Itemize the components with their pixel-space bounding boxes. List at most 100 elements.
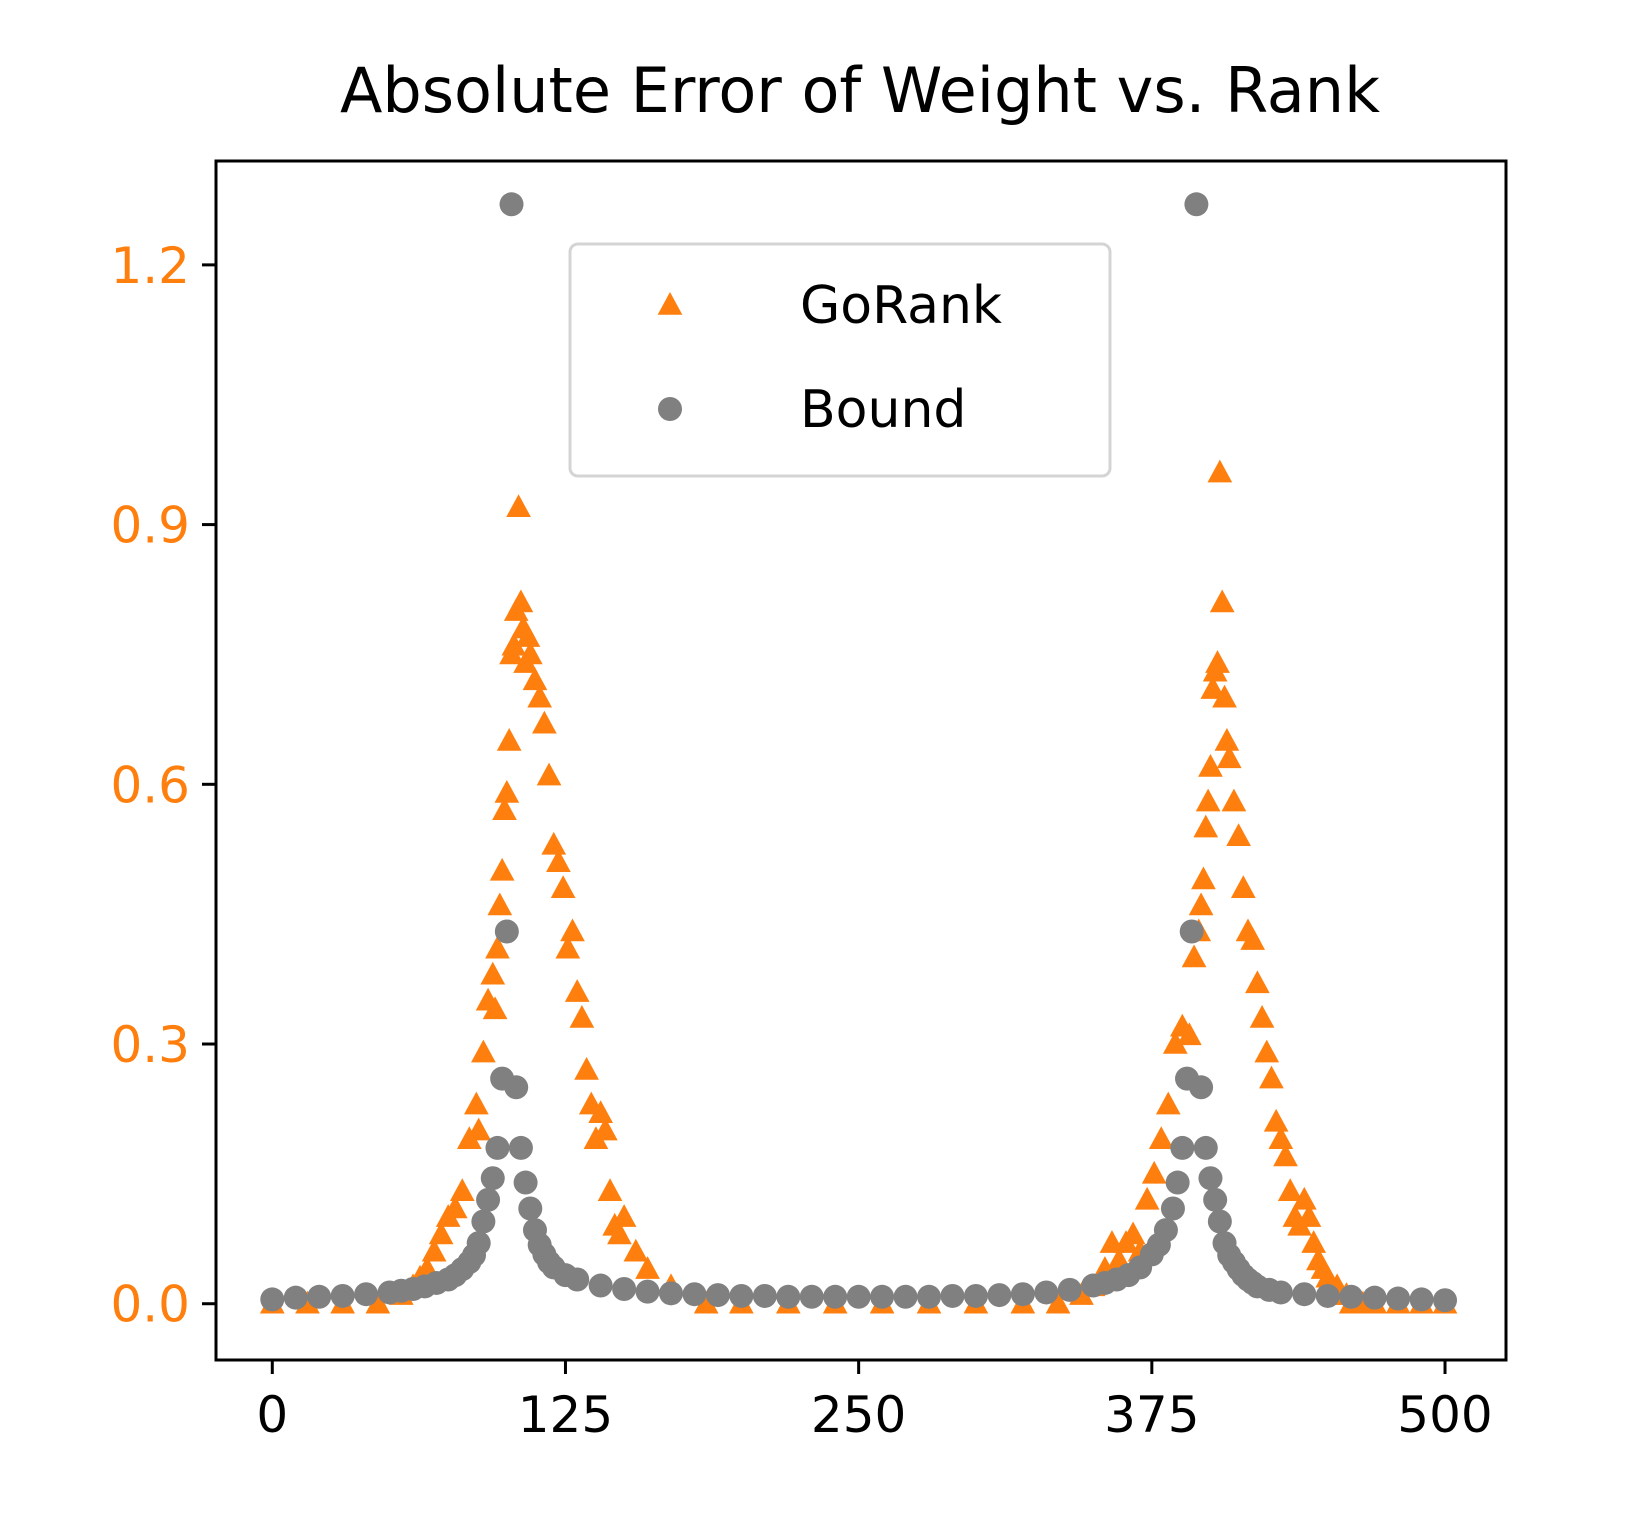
chart-title: Absolute Error of Weight vs. Rank xyxy=(340,54,1380,127)
gorank-point xyxy=(1240,927,1266,950)
bound-point xyxy=(1010,1282,1035,1307)
gorank-point xyxy=(1195,788,1221,812)
y-tick-label: 0.0 xyxy=(110,1276,190,1334)
bound-point xyxy=(480,1166,505,1191)
gorank-point xyxy=(1230,875,1256,898)
gorank-point xyxy=(1273,1143,1298,1167)
gorank-point xyxy=(555,935,581,959)
bound-point xyxy=(1207,1209,1232,1234)
gorank-point xyxy=(635,1256,660,1279)
bound-point xyxy=(893,1284,918,1309)
bound-point xyxy=(705,1283,730,1308)
gorank-point xyxy=(1181,944,1207,968)
gorank-point xyxy=(597,1178,623,1201)
gorank-point xyxy=(508,589,534,613)
x-tick-label: 500 xyxy=(1397,1386,1492,1444)
y-tick-label: 1.2 xyxy=(110,237,190,295)
bound-point xyxy=(476,1187,501,1212)
gorank-point xyxy=(574,1056,599,1080)
bound-point xyxy=(612,1277,637,1302)
bound-point xyxy=(752,1283,777,1308)
gorank-point xyxy=(1155,1091,1181,1115)
bound-point xyxy=(940,1283,965,1308)
gorank-point xyxy=(1221,788,1247,812)
bound-point xyxy=(917,1284,942,1309)
bound-point xyxy=(1292,1282,1317,1307)
bound-point xyxy=(987,1283,1012,1308)
bound-point xyxy=(1179,919,1204,944)
gorank-point xyxy=(1209,589,1235,613)
bound-point xyxy=(565,1267,590,1292)
gorank-point xyxy=(487,892,513,916)
legend-label: Bound xyxy=(800,380,966,440)
gorank-point xyxy=(611,1204,637,1227)
gorank-point xyxy=(449,1178,475,1201)
gorank-point xyxy=(1148,1126,1174,1149)
bound-point xyxy=(1057,1277,1082,1302)
bound-point xyxy=(1189,1075,1214,1100)
bound-point xyxy=(513,1170,538,1195)
gorank-point xyxy=(569,1005,595,1028)
gorank-point xyxy=(1193,814,1219,838)
bound-point xyxy=(588,1273,613,1298)
gorank-point xyxy=(1207,459,1233,483)
gorank-point xyxy=(1134,1186,1160,1210)
gorank-point xyxy=(522,667,548,691)
gorank-point xyxy=(1226,823,1251,846)
gorank-point xyxy=(1200,676,1226,699)
gorank-point xyxy=(541,831,567,855)
bound-point xyxy=(1339,1284,1364,1309)
legend-bound-marker xyxy=(658,397,682,421)
gorank-point xyxy=(496,728,522,751)
bound-point xyxy=(1160,1196,1185,1221)
bound-point xyxy=(1386,1286,1411,1311)
x-tick-label: 375 xyxy=(1104,1386,1199,1444)
bound-point xyxy=(1153,1218,1178,1243)
gorank-point xyxy=(1249,1005,1275,1028)
gorank-point xyxy=(532,710,557,734)
gorank-point xyxy=(489,857,515,881)
x-tick-label: 125 xyxy=(518,1386,613,1444)
bound-point xyxy=(1268,1280,1293,1305)
gorank-point xyxy=(546,849,571,872)
bound-point xyxy=(1198,1166,1223,1191)
gorank-point xyxy=(1141,1160,1167,1184)
gorank-point xyxy=(471,1039,496,1063)
gorank-point xyxy=(1291,1186,1317,1210)
gorank-point xyxy=(1177,1022,1202,1046)
gorank-point xyxy=(592,1117,618,1141)
bound-point xyxy=(518,1196,543,1221)
y-axis: 0.0 0.3 0.6 0.9 1.2 xyxy=(110,237,216,1334)
x-tick-label: 250 xyxy=(811,1386,906,1444)
gorank-point xyxy=(693,1290,719,1314)
bound-point xyxy=(1165,1170,1190,1195)
bound-point xyxy=(508,1135,533,1160)
gorank-point xyxy=(1162,1031,1188,1054)
bound-point xyxy=(1315,1283,1340,1308)
gorank-point xyxy=(1245,970,1270,994)
gorank-point xyxy=(1214,728,1240,751)
series-layer xyxy=(259,192,1458,1314)
gorank-point xyxy=(485,935,510,959)
gorank-point xyxy=(506,494,531,518)
bound-point xyxy=(1433,1288,1458,1313)
legend-box xyxy=(568,242,1112,478)
gorank-point xyxy=(501,632,527,656)
gorank-point xyxy=(1263,1108,1289,1132)
bound-point xyxy=(504,1075,529,1100)
bound-point xyxy=(330,1283,355,1308)
legend-label: GoRank xyxy=(800,276,1002,336)
gorank-point xyxy=(1296,1204,1322,1227)
x-tick-label: 0 xyxy=(256,1386,288,1444)
bound-point xyxy=(1362,1285,1387,1310)
bound-point xyxy=(283,1285,308,1310)
gorank-point xyxy=(492,797,517,821)
bound-point xyxy=(729,1283,754,1308)
bound-point xyxy=(635,1279,660,1304)
bound-point xyxy=(1170,1135,1195,1160)
bound-point xyxy=(260,1287,285,1312)
gorank-point xyxy=(494,779,520,803)
series-bound xyxy=(260,192,1458,1313)
gorank-point xyxy=(1301,1230,1327,1253)
y-tick-label: 0.9 xyxy=(110,497,190,555)
